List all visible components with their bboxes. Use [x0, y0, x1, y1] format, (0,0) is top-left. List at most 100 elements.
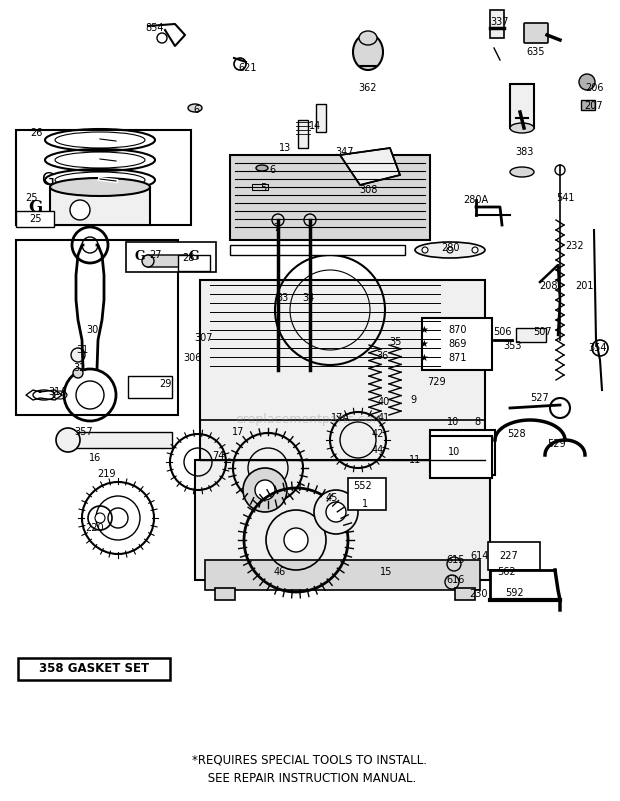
FancyBboxPatch shape [455, 588, 475, 600]
Text: 25: 25 [29, 214, 42, 224]
FancyBboxPatch shape [430, 436, 492, 478]
Text: 358 GASKET SET: 358 GASKET SET [39, 662, 149, 675]
Text: 871: 871 [449, 353, 467, 363]
Circle shape [255, 480, 275, 500]
Text: 201: 201 [576, 281, 594, 291]
Text: 35: 35 [390, 337, 402, 347]
Text: 353: 353 [503, 341, 522, 351]
Circle shape [56, 428, 80, 452]
Circle shape [422, 247, 428, 253]
Text: 357: 357 [74, 427, 94, 437]
FancyBboxPatch shape [18, 658, 170, 680]
Text: 383: 383 [515, 147, 533, 157]
Polygon shape [340, 148, 400, 185]
FancyBboxPatch shape [146, 255, 188, 267]
Text: 25: 25 [25, 193, 37, 203]
FancyBboxPatch shape [62, 432, 172, 448]
Text: ★: ★ [419, 339, 428, 349]
Text: 6: 6 [269, 165, 275, 175]
FancyBboxPatch shape [195, 460, 490, 580]
Text: 45: 45 [326, 493, 338, 503]
FancyBboxPatch shape [252, 184, 268, 190]
Text: 615: 615 [447, 555, 465, 565]
Text: 507: 507 [533, 327, 551, 337]
Circle shape [71, 348, 85, 362]
FancyBboxPatch shape [430, 430, 495, 475]
Text: 40: 40 [378, 397, 390, 407]
FancyBboxPatch shape [200, 280, 485, 575]
Text: SEE REPAIR INSTRUCTION MANUAL.: SEE REPAIR INSTRUCTION MANUAL. [204, 771, 416, 784]
Circle shape [304, 214, 316, 226]
Text: 592: 592 [505, 588, 523, 598]
FancyBboxPatch shape [298, 120, 308, 148]
FancyBboxPatch shape [230, 245, 405, 255]
Text: 347: 347 [336, 147, 354, 157]
Text: 10: 10 [447, 417, 459, 427]
Text: G: G [28, 199, 42, 216]
Circle shape [95, 513, 105, 523]
Text: 44: 44 [372, 445, 384, 455]
Text: 541: 541 [556, 193, 574, 203]
Text: 34: 34 [302, 293, 314, 303]
Text: 280: 280 [441, 243, 459, 253]
Text: 11: 11 [409, 455, 421, 465]
Text: 206: 206 [585, 83, 603, 93]
FancyBboxPatch shape [510, 84, 534, 128]
Text: 306: 306 [183, 353, 201, 363]
Text: 9: 9 [410, 395, 416, 405]
Text: 552: 552 [353, 481, 373, 491]
FancyBboxPatch shape [230, 155, 430, 240]
Text: 621: 621 [239, 63, 257, 73]
FancyBboxPatch shape [490, 10, 504, 38]
Circle shape [579, 74, 595, 90]
Text: ★: ★ [419, 353, 428, 363]
Text: 29: 29 [159, 379, 171, 389]
Text: 31: 31 [76, 345, 88, 355]
Text: 74: 74 [212, 451, 224, 461]
Ellipse shape [188, 104, 202, 112]
Ellipse shape [510, 167, 534, 177]
Text: 528: 528 [507, 429, 525, 439]
Ellipse shape [50, 178, 150, 196]
FancyBboxPatch shape [16, 240, 178, 415]
Text: 362: 362 [359, 83, 377, 93]
Text: 527: 527 [531, 393, 549, 403]
FancyBboxPatch shape [488, 542, 540, 570]
Circle shape [326, 502, 346, 522]
Circle shape [250, 506, 260, 516]
Text: 46: 46 [274, 567, 286, 577]
Text: 506: 506 [493, 327, 512, 337]
Text: 220: 220 [86, 523, 104, 533]
Text: 227: 227 [500, 551, 518, 561]
Text: G: G [135, 251, 145, 264]
Text: ★: ★ [419, 325, 428, 335]
Text: 33: 33 [276, 293, 288, 303]
Circle shape [250, 466, 260, 476]
Text: 17A: 17A [330, 413, 350, 423]
Circle shape [108, 508, 128, 528]
Text: 219: 219 [97, 469, 115, 479]
FancyBboxPatch shape [16, 211, 54, 227]
FancyBboxPatch shape [215, 588, 235, 600]
FancyBboxPatch shape [516, 328, 546, 342]
Text: G: G [188, 251, 199, 264]
FancyBboxPatch shape [50, 187, 150, 225]
Text: 16: 16 [89, 453, 101, 463]
Text: 31A: 31A [48, 387, 68, 397]
Text: 280A: 280A [463, 195, 489, 205]
Text: 616: 616 [447, 575, 465, 585]
FancyBboxPatch shape [128, 376, 172, 398]
Circle shape [70, 200, 90, 220]
Text: 26: 26 [30, 128, 42, 138]
Circle shape [284, 528, 308, 552]
Text: ereplacementparts.com: ereplacementparts.com [235, 413, 385, 426]
Text: 41: 41 [378, 413, 390, 423]
Ellipse shape [353, 34, 383, 70]
Text: 17: 17 [232, 427, 244, 437]
Text: G: G [42, 171, 55, 189]
Circle shape [142, 255, 154, 267]
Text: 14: 14 [309, 121, 321, 131]
Text: 27: 27 [149, 250, 161, 260]
Text: 28: 28 [182, 253, 194, 263]
Circle shape [243, 468, 287, 512]
